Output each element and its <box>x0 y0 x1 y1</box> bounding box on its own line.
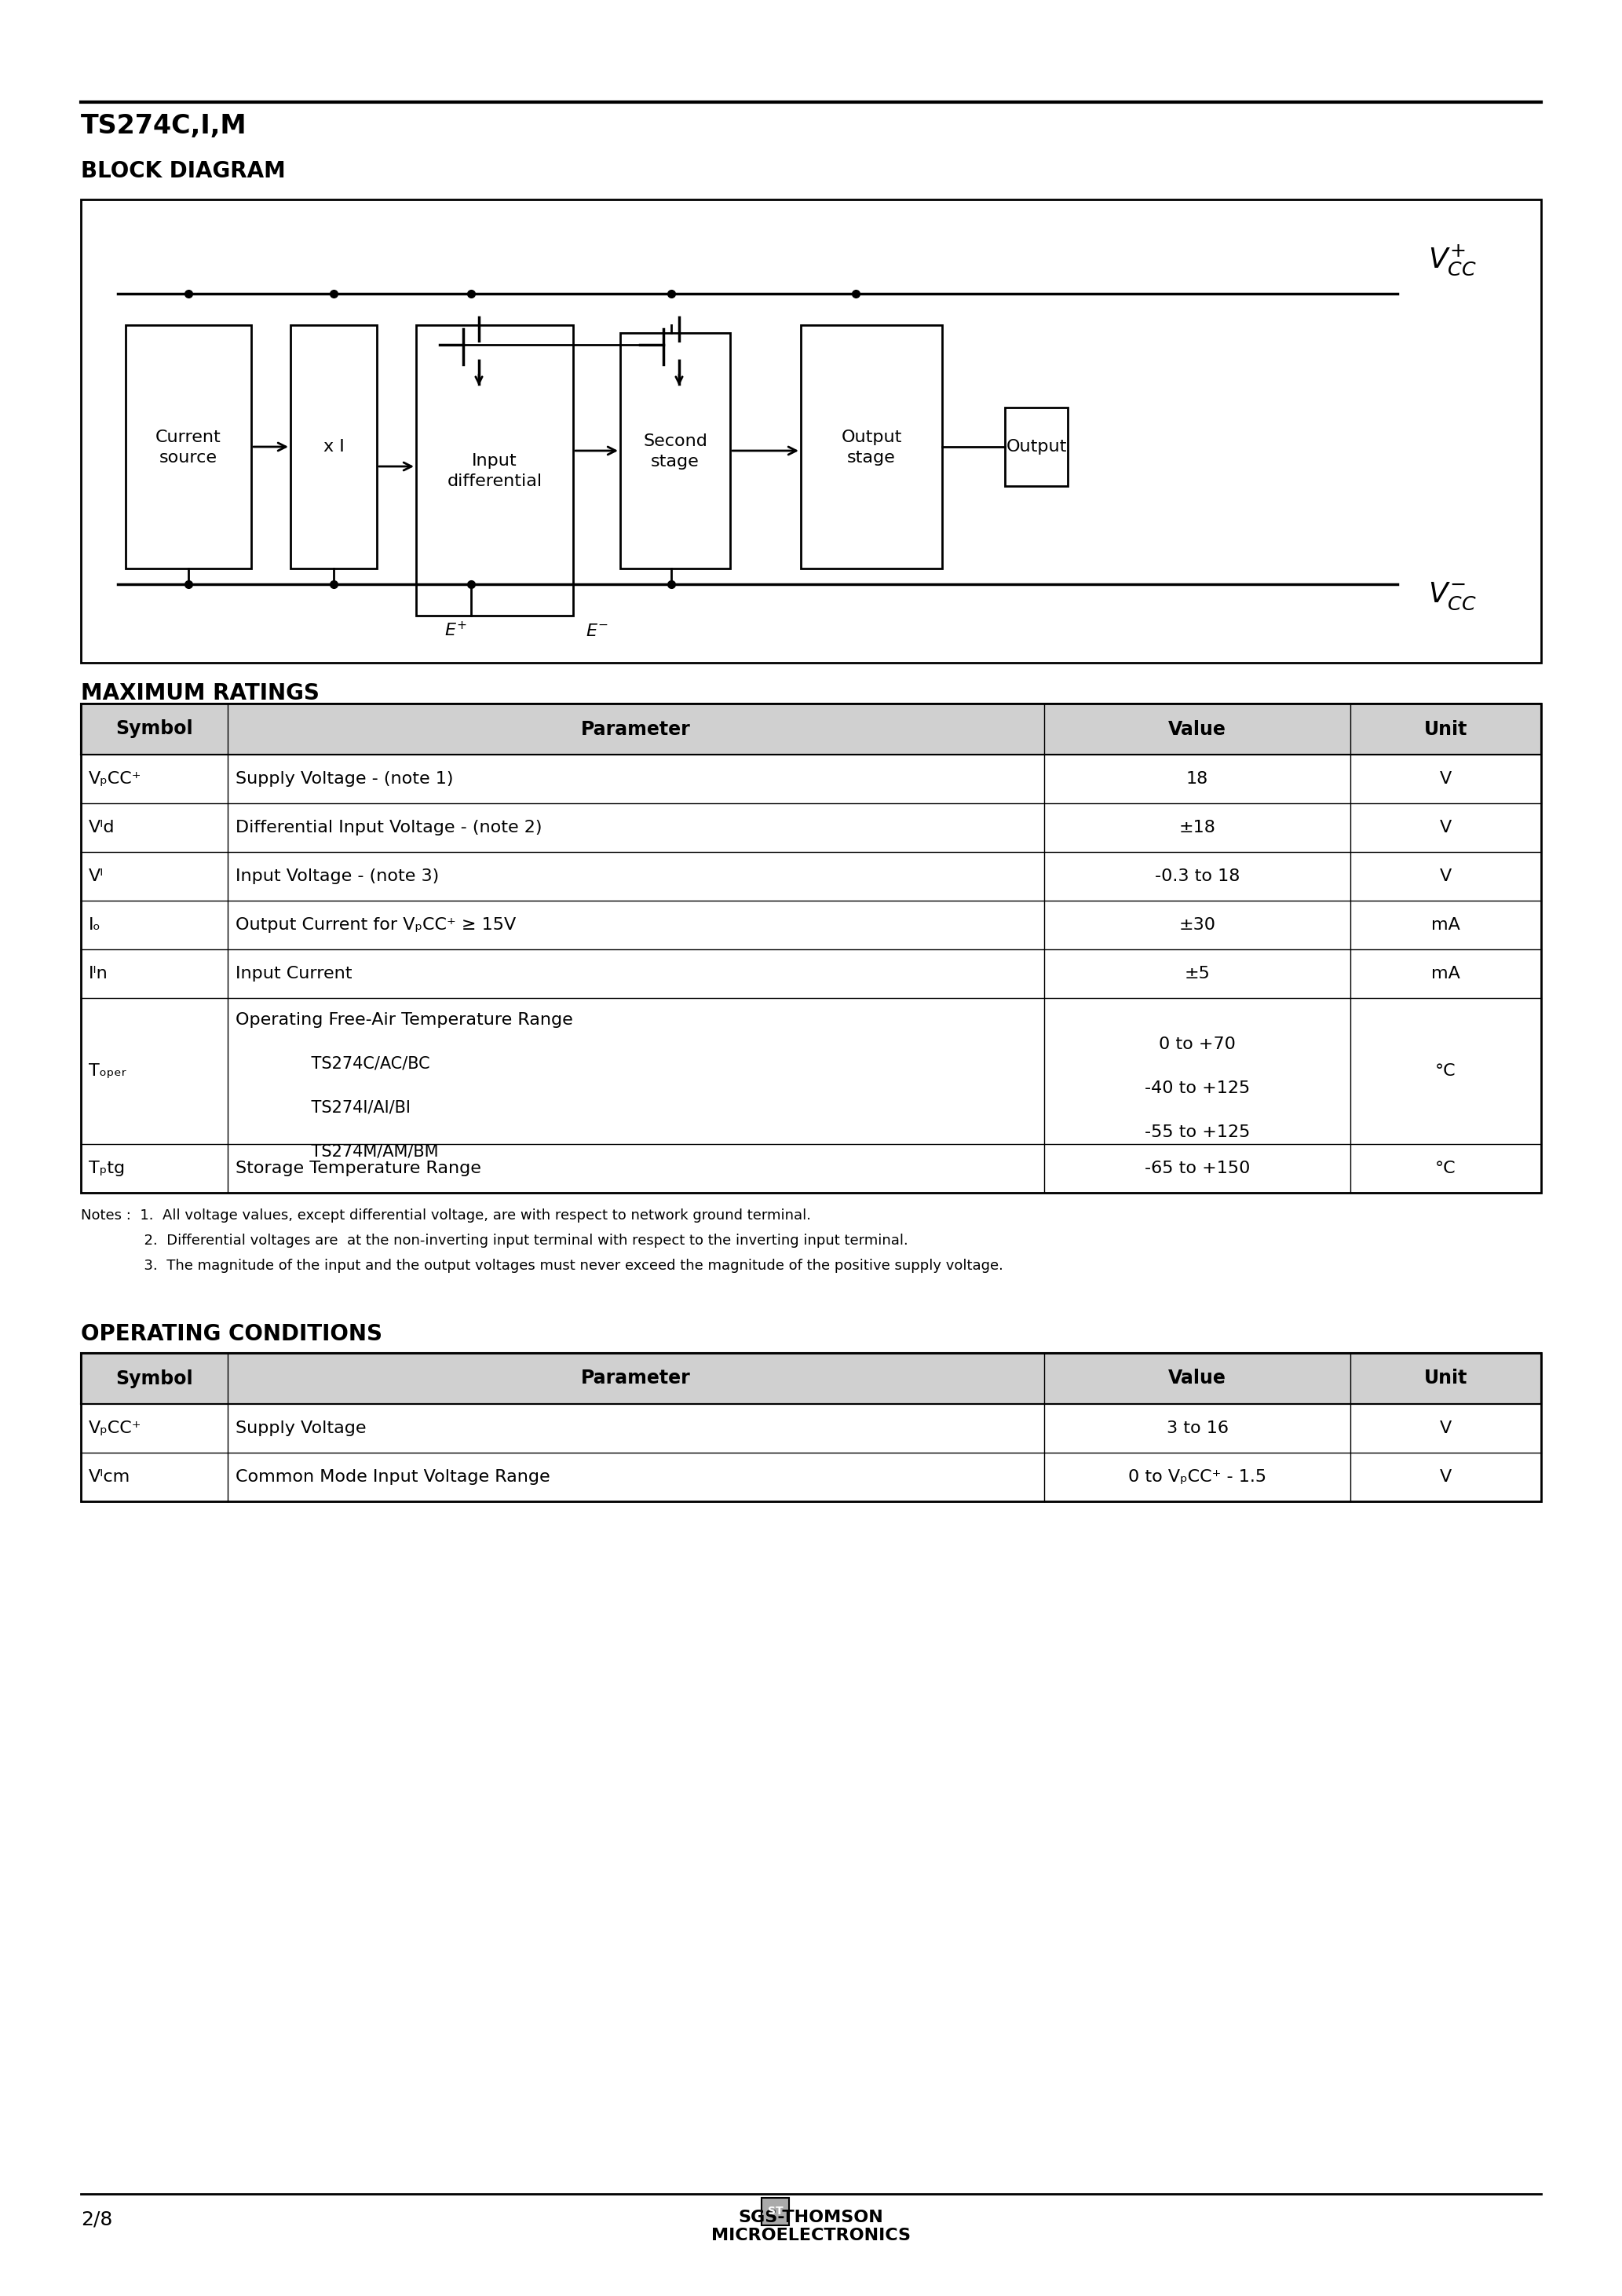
Text: MAXIMUM RATINGS: MAXIMUM RATINGS <box>81 682 320 705</box>
Text: Vᴵ: Vᴵ <box>89 868 104 884</box>
Text: OPERATING CONDITIONS: OPERATING CONDITIONS <box>81 1322 383 1345</box>
Text: Output: Output <box>842 429 902 445</box>
Text: Differential Input Voltage - (note 2): Differential Input Voltage - (note 2) <box>235 820 542 836</box>
Bar <box>762 2197 788 2225</box>
Text: V: V <box>1440 868 1452 884</box>
Text: V: V <box>1440 771 1452 788</box>
Text: $E^{-}$: $E^{-}$ <box>586 625 608 638</box>
Text: Current: Current <box>156 429 221 445</box>
Text: °C: °C <box>1435 1063 1457 1079</box>
Text: BLOCK DIAGRAM: BLOCK DIAGRAM <box>81 161 285 181</box>
Text: VₚCC⁺: VₚCC⁺ <box>89 1421 141 1437</box>
Text: stage: stage <box>847 450 895 466</box>
Text: -65 to +150: -65 to +150 <box>1145 1159 1251 1176</box>
Text: Symbol: Symbol <box>115 719 193 739</box>
Bar <box>81 703 1541 1192</box>
Text: Output Current for VₚCC⁺ ≥ 15V: Output Current for VₚCC⁺ ≥ 15V <box>235 916 516 932</box>
Text: mA: mA <box>1431 967 1460 980</box>
Text: Iᴵn: Iᴵn <box>89 967 109 980</box>
Text: Parameter: Parameter <box>581 719 691 739</box>
Text: TS274M/AM/BM: TS274M/AM/BM <box>290 1143 438 1159</box>
Text: Operating Free-Air Temperature Range: Operating Free-Air Temperature Range <box>235 1013 573 1029</box>
Bar <box>125 326 251 569</box>
Text: 18: 18 <box>1186 771 1208 788</box>
Text: Value: Value <box>1168 1368 1226 1387</box>
Text: -55 to +125: -55 to +125 <box>1145 1125 1251 1139</box>
Text: SGS-THOMSON
MICROELECTRONICS: SGS-THOMSON MICROELECTRONICS <box>712 2209 910 2243</box>
Bar <box>417 326 573 615</box>
Text: -40 to +125: -40 to +125 <box>1145 1081 1251 1095</box>
Text: $E^{+}$: $E^{+}$ <box>444 620 467 638</box>
Text: Input Current: Input Current <box>235 967 352 980</box>
Text: °C: °C <box>1435 1159 1457 1176</box>
Text: Supply Voltage - (note 1): Supply Voltage - (note 1) <box>235 771 454 788</box>
Text: Iₒ: Iₒ <box>89 916 101 932</box>
Text: 0 to VₚCC⁺ - 1.5: 0 to VₚCC⁺ - 1.5 <box>1129 1469 1267 1486</box>
Bar <box>81 703 1541 755</box>
Text: stage: stage <box>650 455 699 471</box>
Text: Tₒₚₑᵣ: Tₒₚₑᵣ <box>89 1063 127 1079</box>
Text: Symbol: Symbol <box>115 1368 193 1387</box>
Text: Unit: Unit <box>1424 1368 1468 1387</box>
Bar <box>1006 406 1067 487</box>
Text: TS274I/AI/BI: TS274I/AI/BI <box>290 1100 410 1116</box>
Text: Value: Value <box>1168 719 1226 739</box>
Text: TS274C,I,M: TS274C,I,M <box>81 113 247 140</box>
Text: 3.  The magnitude of the input and the output voltages must never exceed the mag: 3. The magnitude of the input and the ou… <box>81 1258 1004 1272</box>
Text: Storage Temperature Range: Storage Temperature Range <box>235 1159 482 1176</box>
Text: x I: x I <box>323 439 344 455</box>
Text: Notes :  1.  All voltage values, except differential voltage, are with respect t: Notes : 1. All voltage values, except di… <box>81 1208 811 1221</box>
Text: Tₚtg: Tₚtg <box>89 1159 125 1176</box>
Text: Common Mode Input Voltage Range: Common Mode Input Voltage Range <box>235 1469 550 1486</box>
Text: Parameter: Parameter <box>581 1368 691 1387</box>
Bar <box>81 1352 1541 1403</box>
Text: $V_{CC}^{+}$: $V_{CC}^{+}$ <box>1427 243 1476 278</box>
Bar <box>801 326 942 569</box>
Text: Input Voltage - (note 3): Input Voltage - (note 3) <box>235 868 440 884</box>
Text: V: V <box>1440 820 1452 836</box>
Text: ±30: ±30 <box>1179 916 1216 932</box>
Text: 0 to +70: 0 to +70 <box>1158 1035 1236 1052</box>
Text: mA: mA <box>1431 916 1460 932</box>
Text: Output: Output <box>1006 439 1067 455</box>
Text: Unit: Unit <box>1424 719 1468 739</box>
Text: ±5: ±5 <box>1184 967 1210 980</box>
Text: TS274C/AC/BC: TS274C/AC/BC <box>290 1056 430 1072</box>
Bar <box>290 326 376 569</box>
Text: VₚCC⁺: VₚCC⁺ <box>89 771 141 788</box>
Text: Supply Voltage: Supply Voltage <box>235 1421 367 1437</box>
Text: ST: ST <box>767 2206 783 2216</box>
Text: ±18: ±18 <box>1179 820 1215 836</box>
Text: Second: Second <box>642 434 707 450</box>
Text: $V_{CC}^{-}$: $V_{CC}^{-}$ <box>1427 581 1476 611</box>
Text: -0.3 to 18: -0.3 to 18 <box>1155 868 1239 884</box>
Bar <box>620 333 730 569</box>
Bar <box>81 200 1541 664</box>
Text: Input: Input <box>472 452 517 468</box>
Text: Vᴵd: Vᴵd <box>89 820 115 836</box>
Text: Vᴵcm: Vᴵcm <box>89 1469 130 1486</box>
Text: differential: differential <box>448 473 542 489</box>
Text: source: source <box>159 450 217 466</box>
Text: V: V <box>1440 1469 1452 1486</box>
Text: 2/8: 2/8 <box>81 2209 112 2229</box>
Bar <box>81 1352 1541 1502</box>
Text: 2.  Differential voltages are  at the non-inverting input terminal with respect : 2. Differential voltages are at the non-… <box>81 1233 908 1247</box>
Text: 3 to 16: 3 to 16 <box>1166 1421 1228 1437</box>
Text: V: V <box>1440 1421 1452 1437</box>
